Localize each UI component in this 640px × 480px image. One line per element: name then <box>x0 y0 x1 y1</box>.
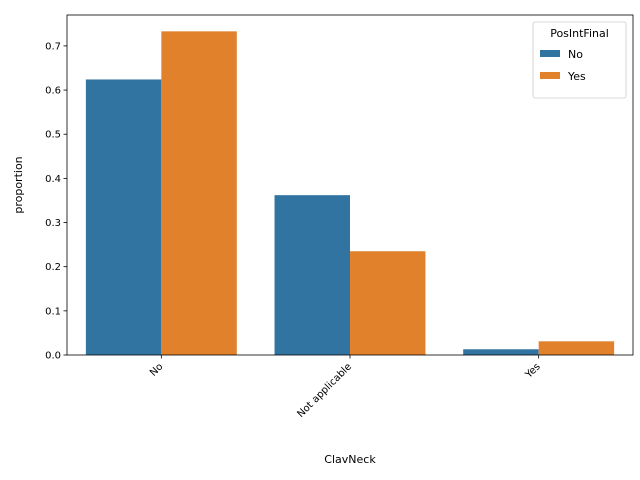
legend-swatch-yes <box>540 72 560 79</box>
legend-label-yes: Yes <box>567 70 586 83</box>
y-tick-label: 0.0 <box>45 351 61 362</box>
legend-items: No Yes <box>540 48 586 83</box>
y-tick-label: 0.4 <box>45 174 61 185</box>
y-axis: 0.0 0.1 0.2 0.3 0.4 0.5 0.6 0.7 <box>45 41 67 362</box>
y-axis-label: proportion <box>12 156 25 213</box>
y-tick-label: 0.6 <box>45 86 61 97</box>
y-tick-label: 0.1 <box>45 306 61 317</box>
bar-yes-0 <box>161 31 237 356</box>
y-tick-label: 0.3 <box>45 218 61 229</box>
bar-yes-1 <box>350 251 426 355</box>
x-axis-label: ClavNeck <box>324 453 376 466</box>
legend: PosIntFinal No Yes <box>532 21 627 99</box>
bar-no-2 <box>463 349 539 355</box>
x-tick-label: No <box>148 361 165 378</box>
y-tick-label: 0.5 <box>45 130 61 141</box>
bar-yes-2 <box>538 341 615 355</box>
legend-title: PosIntFinal <box>550 27 609 40</box>
y-tick-label: 0.2 <box>45 262 61 273</box>
plot-frame <box>66 14 634 356</box>
bar-no-0 <box>85 79 162 355</box>
x-tick-label: Not applicable <box>295 361 354 420</box>
x-axis: No Not applicable Yes <box>148 355 543 420</box>
legend-swatch-no <box>540 50 560 57</box>
bar-no-1 <box>274 195 350 355</box>
x-tick-label: Yes <box>523 361 543 381</box>
bars-group <box>85 31 615 356</box>
legend-label-no: No <box>568 48 583 61</box>
y-tick-label: 0.7 <box>45 41 61 52</box>
